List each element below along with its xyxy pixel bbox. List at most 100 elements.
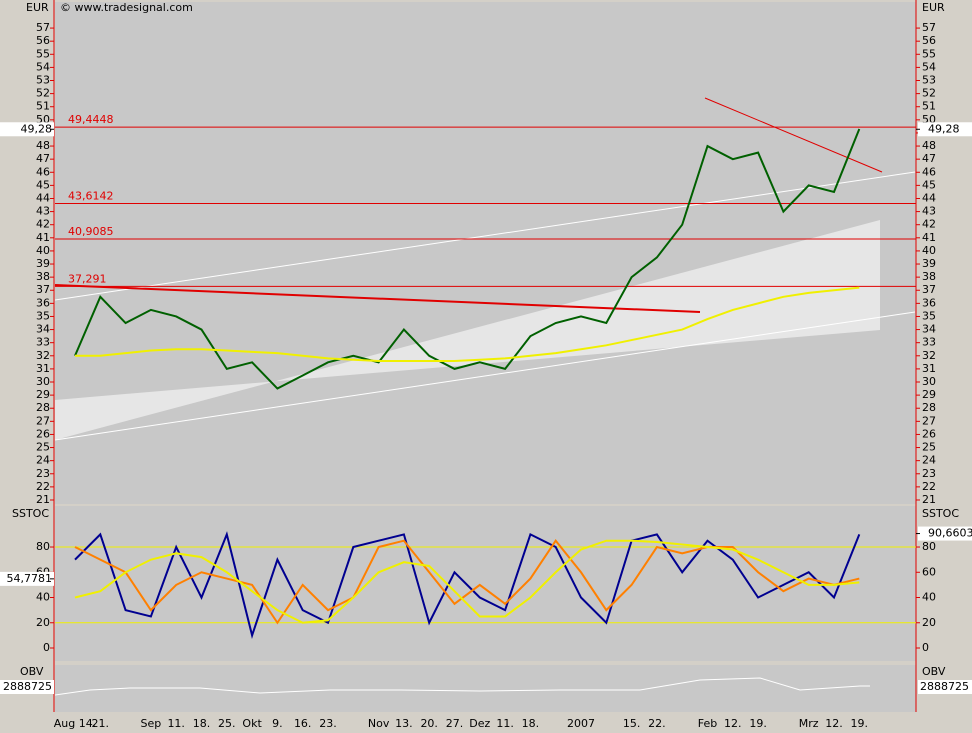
obv-value: 2888725: [3, 680, 52, 693]
x-tick-label: 18.: [522, 717, 540, 730]
y-tick-label: 33: [922, 336, 936, 349]
y-tick-label: 42: [36, 218, 50, 231]
x-tick-label: 12.: [825, 717, 843, 730]
y-tick-label: 40: [922, 244, 936, 257]
y-tick-label: 30: [922, 375, 936, 388]
y-tick-label: 41: [36, 231, 50, 244]
y-tick-label: 52: [36, 87, 50, 100]
y-tick-label: 23: [922, 467, 936, 480]
x-tick-label: 27.: [446, 717, 464, 730]
y-tick-label: 29: [922, 388, 936, 401]
x-tick-label: 15.: [623, 717, 641, 730]
y-tick-label: 51: [36, 100, 50, 113]
value-label: 49,28: [928, 122, 960, 135]
y-tick-label: 31: [36, 362, 50, 375]
y-tick-label: 56: [36, 34, 50, 47]
y-tick-label: 48: [36, 139, 50, 152]
x-tick-label: 23.: [319, 717, 337, 730]
y-tick-label: 40: [922, 591, 936, 604]
y-tick-label: 51: [922, 100, 936, 113]
series-line: [74, 128, 861, 390]
y-tick-label: 46: [36, 165, 50, 178]
trend-line: [54, 311, 916, 441]
y-tick-label: 44: [36, 191, 50, 204]
x-tick-label: 9.: [272, 717, 283, 730]
y-tick-label: 54: [36, 60, 50, 73]
y-tick-label: 40: [36, 244, 50, 257]
level-label: 37,291: [68, 272, 107, 285]
y-tick-label: 26: [922, 427, 936, 440]
x-tick-label: 16.: [294, 717, 312, 730]
x-tick-label: 11.: [496, 717, 514, 730]
x-tick-label: 20.: [420, 717, 438, 730]
trend-line: [54, 171, 916, 301]
y-tick-label: 57: [922, 21, 936, 34]
series-line: [74, 539, 860, 624]
y-tick-label: 45: [36, 178, 50, 191]
y-tick-label: 46: [922, 165, 936, 178]
y-tick-label: 47: [922, 152, 936, 165]
y-tick-label: 37: [922, 283, 936, 296]
x-tick-label: 19.: [749, 717, 767, 730]
y-tick-label: 33: [36, 336, 50, 349]
y-tick-label: 56: [922, 34, 936, 47]
y-tick-label: 28: [36, 401, 50, 414]
x-tick-label: 22.: [648, 717, 666, 730]
x-tick-label: Okt: [242, 717, 262, 730]
y-tick-label: 22: [922, 480, 936, 493]
x-tick-label: 2007: [567, 717, 595, 730]
value-box: [918, 526, 972, 541]
panel-title: OBV: [922, 665, 946, 678]
y-tick-label: 36: [36, 296, 50, 309]
x-tick-label: 11.: [167, 717, 185, 730]
series-line: [74, 531, 861, 639]
y-tick-label: 24: [922, 454, 936, 467]
y-tick-label: 37: [36, 283, 50, 296]
x-tick-label: Aug 14.: [54, 717, 96, 730]
level-label: 49,4448: [68, 113, 114, 126]
y-tick-label: 30: [36, 375, 50, 388]
y-tick-label: 80: [922, 540, 936, 553]
value-label: 54,7781: [7, 572, 53, 585]
x-tick-label: 12.: [724, 717, 742, 730]
y-tick-label: 27: [36, 414, 50, 427]
y-tick-label: 20: [36, 616, 50, 629]
currency: EUR: [922, 1, 945, 14]
obv-line: [54, 677, 870, 696]
y-tick-label: 80: [36, 540, 50, 553]
value-box: [918, 680, 972, 694]
y-tick-label: 43: [922, 205, 936, 218]
x-tick-label: Mrz: [799, 717, 819, 730]
y-tick-label: 52: [922, 87, 936, 100]
y-tick-label: 36: [922, 296, 936, 309]
y-tick-label: 32: [36, 349, 50, 362]
x-tick-label: 19.: [851, 717, 869, 730]
y-tick-label: 22: [36, 480, 50, 493]
value-box: [0, 680, 54, 694]
y-tick-label: 43: [36, 205, 50, 218]
level-label: 40,9085: [68, 225, 114, 238]
y-tick-label: 35: [36, 309, 50, 322]
level-label: 43,6142: [68, 190, 114, 203]
trend-line: [54, 284, 701, 313]
y-tick-label: 38: [36, 270, 50, 283]
y-tick-label: 32: [922, 349, 936, 362]
y-tick-label: 54: [922, 60, 936, 73]
y-tick-label: 42: [922, 218, 936, 231]
y-tick-label: 26: [36, 427, 50, 440]
x-tick-label: 25.: [218, 717, 236, 730]
y-tick-label: 0: [922, 641, 929, 654]
y-tick-label: 53: [922, 74, 936, 87]
y-tick-label: 31: [922, 362, 936, 375]
y-tick-label: 55: [36, 47, 50, 60]
y-tick-label: 53: [36, 74, 50, 87]
y-tick-label: 21: [36, 493, 50, 506]
value-box: [0, 571, 54, 586]
x-tick-label: Feb: [698, 717, 717, 730]
y-tick-label: 35: [922, 309, 936, 322]
value-label: 49,28: [21, 122, 53, 135]
value-box: [918, 122, 972, 137]
x-tick-label: 21.: [92, 717, 110, 730]
y-tick-label: 34: [922, 323, 936, 336]
